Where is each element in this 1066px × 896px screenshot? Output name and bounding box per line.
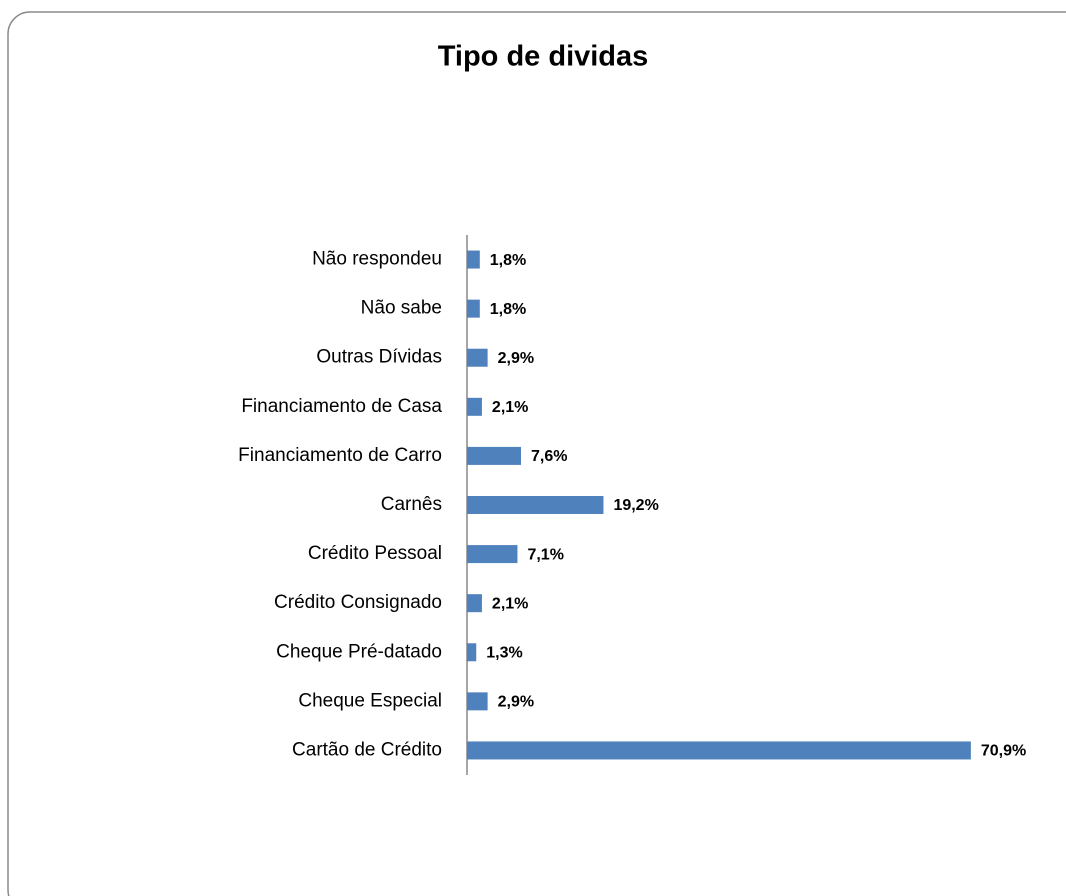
chart-frame xyxy=(7,11,1066,896)
y-tick-label: Crédito Pessoal xyxy=(308,543,442,564)
bar xyxy=(467,496,604,514)
data-label: 7,1% xyxy=(527,546,563,563)
y-tick-label: Financiamento de Carro xyxy=(238,445,442,466)
bar xyxy=(467,741,971,760)
data-label: 2,1% xyxy=(492,595,528,612)
y-tick-label: Outras Dívidas xyxy=(316,347,442,368)
data-label: 2,9% xyxy=(498,350,534,367)
y-tick-label: Cartão de Crédito xyxy=(292,739,442,760)
data-label: 1,8% xyxy=(490,301,526,318)
data-label: 7,6% xyxy=(531,448,567,465)
bar xyxy=(467,397,482,416)
y-tick-label: Carnês xyxy=(381,494,442,515)
y-tick-label: Crédito Consignado xyxy=(274,592,442,613)
bar xyxy=(467,643,477,662)
y-tick-label: Financiamento de Casa xyxy=(241,396,442,417)
y-tick-label: Não sabe xyxy=(361,298,442,319)
bar xyxy=(467,348,488,367)
data-label: 1,8% xyxy=(490,252,526,269)
data-label: 2,1% xyxy=(492,399,528,416)
bar xyxy=(467,692,488,711)
data-label: 70,9% xyxy=(981,743,1026,760)
y-tick-label: Cheque Pré-datado xyxy=(276,641,442,662)
bar xyxy=(467,446,522,465)
bar xyxy=(467,594,482,613)
y-tick-label: Cheque Especial xyxy=(298,690,442,711)
bar xyxy=(467,545,518,564)
chart-title: Tipo de dividas xyxy=(438,41,649,73)
data-label: 19,2% xyxy=(613,497,658,514)
bar xyxy=(467,250,480,269)
bar xyxy=(467,299,480,318)
data-label: 2,9% xyxy=(498,694,534,711)
y-tick-label: Não respondeu xyxy=(312,249,442,270)
data-label: 1,3% xyxy=(486,644,522,661)
